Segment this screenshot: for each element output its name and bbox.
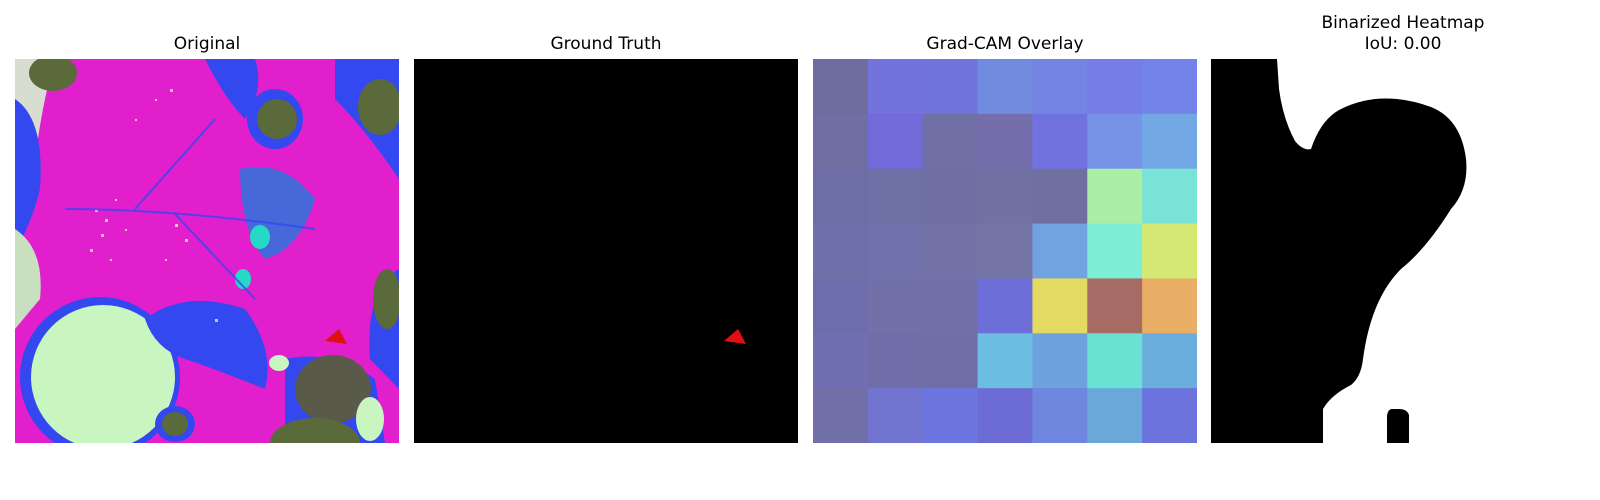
gradcam-cell [1087, 333, 1143, 389]
gradcam-cell [1142, 113, 1197, 170]
ground-truth-canvas [414, 59, 798, 443]
gradcam-cell [813, 278, 869, 334]
gradcam-cell [977, 168, 1033, 225]
gradcam-cell [1142, 168, 1197, 225]
gradcam-cell [867, 113, 924, 170]
gradcam-cell [813, 168, 869, 225]
gradcam-cell [1142, 278, 1197, 334]
gradcam-cell [977, 388, 1033, 443]
gradcam-cell [867, 278, 924, 334]
gradcam-cell [977, 333, 1033, 389]
panel-title-ground-truth: Ground Truth [550, 34, 662, 54]
gradcam-cell [1032, 223, 1088, 279]
gradcam-cell [922, 168, 979, 225]
ground-truth-lesion [724, 329, 746, 344]
gradcam-cell [1032, 59, 1088, 115]
gradcam-cell [922, 223, 979, 279]
gradcam-cell [922, 59, 979, 115]
gradcam-cell [1142, 223, 1197, 279]
panel-subtitle-iou: IoU: 0.00 [1364, 34, 1442, 54]
gradcam-cell [1087, 59, 1143, 115]
binarized-heatmap [1211, 59, 1595, 443]
panel-title-binarized-heatmap: Binarized Heatmap [1321, 13, 1485, 33]
gradcam-cell [1087, 113, 1143, 170]
gradcam-cell [867, 59, 924, 115]
gradcam-cell [922, 333, 979, 389]
gradcam-cell [922, 278, 979, 334]
gradcam-cell [977, 278, 1033, 334]
gradcam-cell [867, 333, 924, 389]
gradcam-cell [813, 113, 869, 170]
panel-title-gradcam-overlay: Grad-CAM Overlay [926, 34, 1084, 54]
gradcam-cell [1032, 113, 1088, 170]
gradcam-cell [977, 223, 1033, 279]
ground-truth-mask [414, 59, 798, 443]
gradcam-cell [813, 223, 869, 279]
gradcam-cell [1032, 278, 1088, 334]
gradcam-cell [867, 223, 924, 279]
gradcam-cell [813, 388, 869, 443]
binarized-heatmap-canvas [1211, 59, 1595, 443]
gradcam-cell [1087, 388, 1143, 443]
panel-title-original: Original [173, 34, 241, 54]
gradcam-cell [1087, 223, 1143, 279]
original-image [15, 59, 399, 443]
gradcam-cell [1142, 59, 1197, 115]
gradcam-cell [922, 388, 979, 443]
gradcam-cell [977, 59, 1033, 115]
gradcam-cell [867, 168, 924, 225]
binarized-foreground-region [1277, 59, 1595, 443]
original-image-canvas [15, 59, 399, 443]
gradcam-cell [1142, 388, 1197, 443]
gradcam-cell [1032, 388, 1088, 443]
gradcam-heatmap-grid [813, 59, 1197, 443]
gradcam-cell [1142, 333, 1197, 389]
gradcam-cell [977, 113, 1033, 170]
gradcam-cell [1087, 278, 1143, 334]
gradcam-cell [1032, 333, 1088, 389]
gradcam-cell [1087, 168, 1143, 225]
gradcam-cell [1032, 168, 1088, 225]
gradcam-overlay [813, 59, 1197, 443]
gradcam-cell [867, 388, 924, 443]
gradcam-cell [922, 113, 979, 170]
gradcam-cell [813, 59, 869, 115]
gradcam-cell [813, 333, 869, 389]
